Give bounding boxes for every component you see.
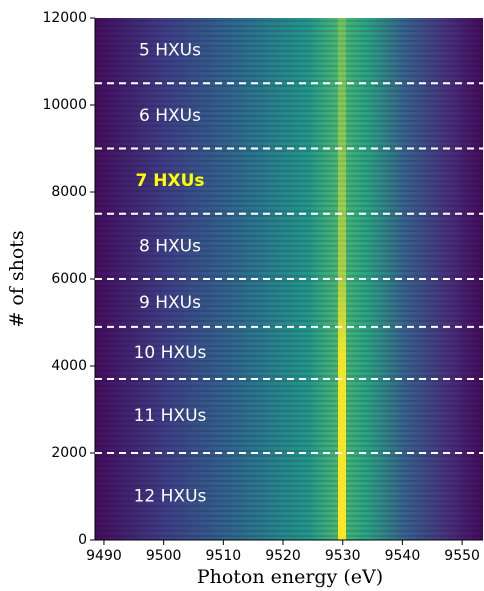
x-tick-label: 9530 xyxy=(325,548,361,564)
y-tick-label: 4000 xyxy=(51,358,87,374)
segment-label: 8 HXUs xyxy=(139,236,201,256)
segment-label: 7 HXUs xyxy=(135,171,204,191)
segment-label: 11 HXUs xyxy=(134,406,207,426)
y-tick-label: 8000 xyxy=(51,184,87,200)
segment-label: 10 HXUs xyxy=(134,343,207,363)
segment-label: 12 HXUs xyxy=(134,487,207,507)
x-tick-label: 9550 xyxy=(444,548,480,564)
segment-label: 5 HXUs xyxy=(139,41,201,61)
y-tick-label: 2000 xyxy=(51,445,87,461)
y-axis-label: # of shots xyxy=(6,230,28,327)
x-tick-label: 9490 xyxy=(86,548,122,564)
x-tick-label: 9520 xyxy=(265,548,301,564)
y-tick-label: 0 xyxy=(78,532,87,548)
segment-label: 6 HXUs xyxy=(139,106,201,126)
x-tick-label: 9540 xyxy=(385,548,421,564)
segment-label: 9 HXUs xyxy=(139,293,201,313)
y-tick-label: 6000 xyxy=(51,271,87,287)
x-tick-label: 9500 xyxy=(146,548,182,564)
x-axis-label: Photon energy (eV) xyxy=(197,566,383,588)
y-tick-label: 12000 xyxy=(42,10,87,26)
y-tick-label: 10000 xyxy=(42,97,87,113)
x-tick-label: 9510 xyxy=(206,548,242,564)
